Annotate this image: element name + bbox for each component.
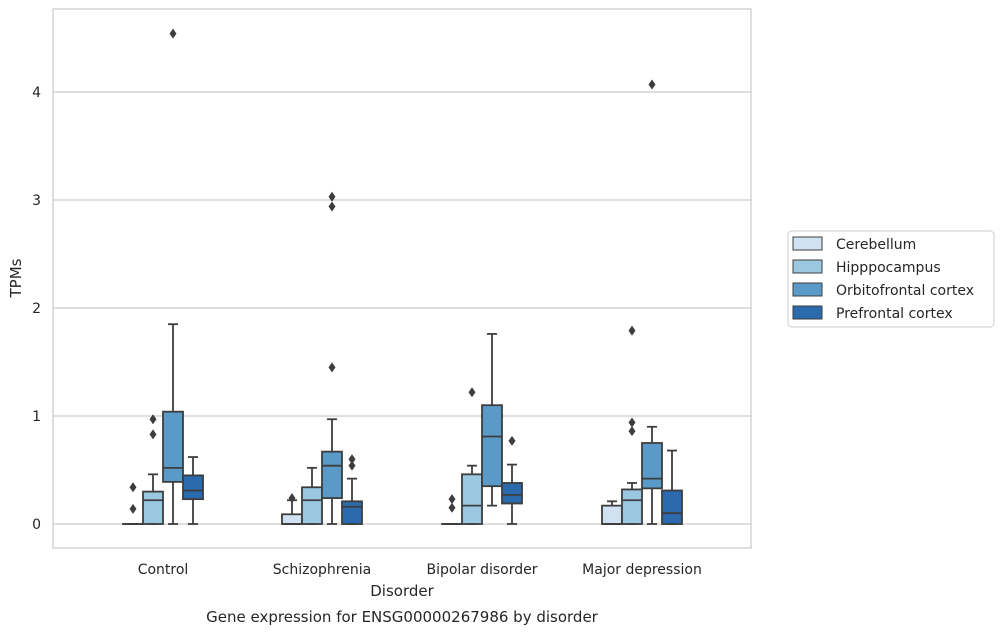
- legend-label: Cerebellum: [836, 237, 916, 253]
- outlier-point: [169, 28, 177, 39]
- legend-label: Prefrontal cortex: [836, 306, 953, 322]
- outlier-point: [648, 79, 656, 90]
- outlier-point: [628, 426, 636, 437]
- chart-caption: Gene expression for ENSG00000267986 by d…: [206, 608, 599, 626]
- box-orbitofrontal-cortex-schizophrenia: [321, 191, 343, 525]
- y-tick-label: 3: [32, 193, 41, 209]
- legend-item-orbitofrontal-cortex: Orbitofrontal cortex: [792, 282, 974, 299]
- x-tick-label: Major depression: [582, 562, 702, 578]
- box-body: [321, 450, 343, 499]
- plot-frame: [52, 8, 752, 549]
- outlier-point: [328, 362, 336, 373]
- box-orbitofrontal-cortex-major-depression: [641, 79, 663, 525]
- box-body: [301, 486, 323, 525]
- box-body: [601, 504, 623, 525]
- outlier-point: [468, 387, 476, 398]
- legend-swatch: [792, 236, 823, 251]
- box-body: [142, 490, 164, 525]
- box-cerebellum-bipolar-disorder: [441, 494, 463, 525]
- y-axis-label: TPMs: [7, 258, 25, 298]
- outlier-point: [149, 429, 157, 440]
- outlier-point: [328, 191, 336, 202]
- outlier-point: [129, 503, 137, 514]
- outlier-point: [628, 417, 636, 428]
- box-hipppocampus-control: [142, 414, 164, 525]
- box-body: [341, 500, 363, 525]
- outlier-point: [288, 493, 296, 504]
- legend-item-prefrontal-cortex: Prefrontal cortex: [792, 305, 953, 322]
- y-tick-label: 0: [32, 517, 41, 533]
- box-prefrontal-cortex-bipolar-disorder: [501, 435, 523, 525]
- boxes-layer: [122, 28, 683, 525]
- legend-label: Orbitofrontal cortex: [836, 283, 974, 299]
- box-prefrontal-cortex-control: [182, 456, 204, 525]
- box-cerebellum-control: [122, 482, 144, 525]
- y-tick-label: 1: [32, 409, 41, 425]
- box-body: [182, 474, 204, 501]
- x-tick-label: Control: [138, 562, 189, 578]
- box-hipppocampus-bipolar-disorder: [461, 387, 483, 525]
- box-orbitofrontal-cortex-bipolar-disorder: [481, 333, 503, 507]
- x-axis-label: Disorder: [370, 582, 434, 600]
- box-cerebellum-major-depression: [601, 500, 623, 525]
- legend-item-hipppocampus: Hipppocampus: [792, 259, 941, 276]
- outlier-point: [129, 482, 137, 493]
- box-orbitofrontal-cortex-control: [162, 28, 184, 525]
- legend-swatch: [792, 282, 823, 297]
- box-prefrontal-cortex-major-depression: [661, 449, 683, 525]
- legend-swatch: [792, 259, 823, 274]
- outlier-point: [348, 460, 356, 471]
- box-hipppocampus-major-depression: [621, 325, 643, 525]
- box-prefrontal-cortex-schizophrenia: [341, 454, 363, 525]
- box-body: [461, 473, 483, 525]
- legend-frame: [787, 230, 995, 328]
- outlier-point: [448, 494, 456, 505]
- outlier-point: [628, 325, 636, 336]
- box-body: [661, 489, 683, 525]
- legend: Cerebellum Hipppocampus Orbitofrontal cort…: [787, 230, 995, 328]
- box-body: [162, 410, 184, 483]
- legend-item-cerebellum: Cerebellum: [792, 236, 916, 253]
- y-axis-ticks: 0 1 2 3 4: [32, 85, 41, 533]
- y-tick-label: 2: [32, 301, 41, 317]
- y-tick-label: 4: [32, 85, 41, 101]
- x-tick-label: Schizophrenia: [273, 562, 371, 578]
- box-body: [641, 442, 663, 490]
- outlier-point: [348, 454, 356, 465]
- legend-swatch: [792, 305, 823, 320]
- box-body: [281, 513, 303, 525]
- outlier-point: [448, 502, 456, 513]
- x-axis-ticks: Control Schizophrenia Bipolar disorder Majo…: [138, 562, 702, 578]
- outlier-point: [508, 435, 516, 446]
- box-hipppocampus-schizophrenia: [301, 466, 323, 525]
- outlier-point: [149, 414, 157, 425]
- box-body: [501, 482, 523, 505]
- legend-label: Hipppocampus: [836, 260, 941, 276]
- box-cerebellum-schizophrenia: [281, 493, 303, 525]
- box-body: [481, 404, 503, 488]
- x-tick-label: Bipolar disorder: [426, 562, 537, 578]
- box-body: [621, 488, 643, 525]
- outlier-point: [328, 201, 336, 212]
